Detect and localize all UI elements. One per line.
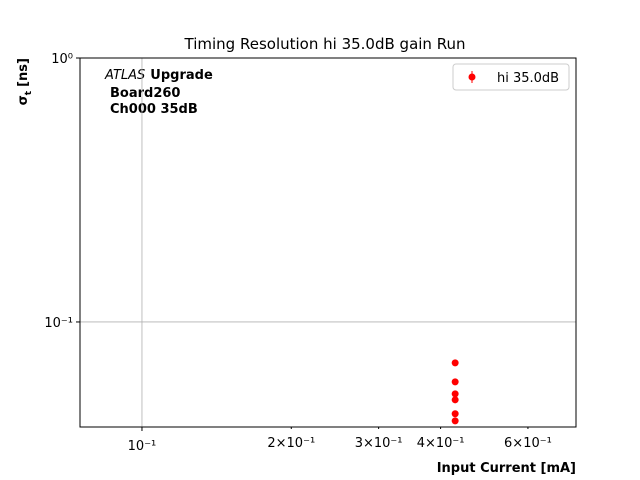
y-label-symbol: σ (16, 95, 31, 105)
legend-marker (468, 73, 476, 81)
chart-title: Timing Resolution hi 35.0dB gain Run (184, 35, 466, 53)
y-axis-label: σt [ns] (16, 58, 34, 105)
y-label-unit: [ns] (16, 58, 31, 87)
x-tick-label: 4×10⁻¹ (417, 436, 465, 451)
x-tick-label: 6×10⁻¹ (504, 436, 552, 451)
point (451, 378, 459, 386)
x-tick-label: 3×10⁻¹ (355, 436, 403, 451)
x-axis-label: Input Current [mA] (437, 461, 576, 476)
annotation-experiment: ATLAS (104, 68, 145, 83)
y-tick-label: 10⁰ (51, 52, 73, 67)
point (451, 359, 459, 367)
point (451, 390, 459, 398)
point (451, 417, 459, 425)
point (451, 396, 459, 404)
annotation-line: Ch000 35dB (110, 102, 198, 117)
point (451, 410, 459, 418)
x-tick-label: 2×10⁻¹ (267, 436, 315, 451)
plot-frame (79, 57, 577, 428)
y-label-subscript: t (24, 90, 34, 95)
x-tick-label: 10⁻¹ (128, 439, 157, 454)
y-tick-label: 10⁻¹ (44, 316, 73, 331)
legend-box (452, 63, 570, 91)
annotation-line: Board260 (110, 86, 180, 101)
legend-label: hi 35.0dB (497, 71, 559, 86)
annotation: ATLAS Upgrade (104, 68, 213, 83)
annotation-label: Upgrade (150, 68, 213, 83)
